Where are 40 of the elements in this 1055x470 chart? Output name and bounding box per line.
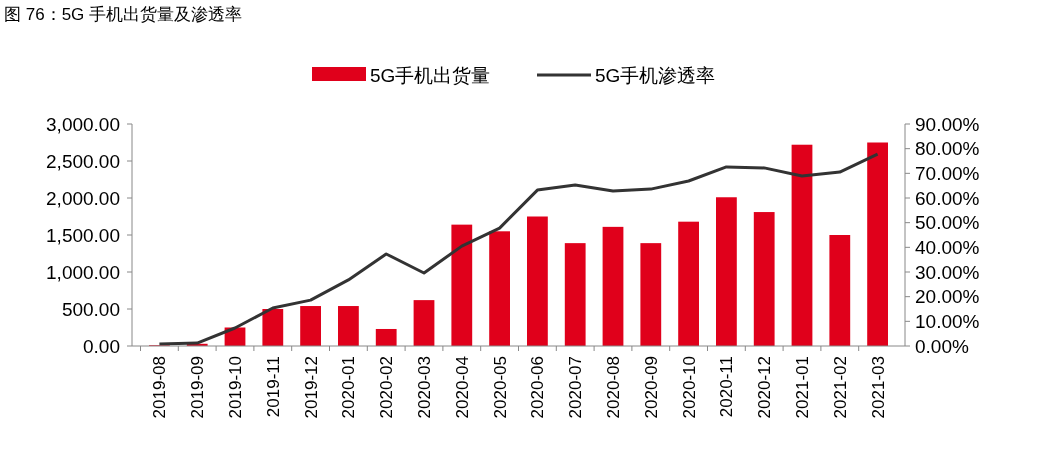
- y-tick-label: 2,000.00: [46, 187, 120, 209]
- y2-tick-label: 0.00%: [915, 335, 969, 357]
- x-tick-label: 2020-03: [414, 356, 434, 419]
- y2-tick-label: 60.00%: [915, 187, 980, 209]
- x-tick-label: 2021-02: [830, 356, 850, 419]
- y-tick-label: 2,500.00: [46, 150, 120, 172]
- y2-tick-label: 90.00%: [915, 113, 980, 135]
- y2-tick-label: 70.00%: [915, 162, 980, 184]
- y2-tick-label: 20.00%: [915, 286, 980, 308]
- x-tick-label: 2020-12: [755, 356, 775, 419]
- x-tick-label: 2021-03: [868, 356, 888, 419]
- x-tick-label: 2020-09: [641, 356, 661, 419]
- x-tick-label: 2020-04: [452, 356, 472, 419]
- y-tick-label: 0.00: [83, 335, 120, 357]
- legend-label: 5G手机渗透率: [595, 64, 716, 86]
- y2-tick-label: 30.00%: [915, 261, 980, 283]
- x-tick-label: 2020-06: [528, 356, 548, 419]
- x-tick-label: 2020-08: [603, 356, 623, 419]
- x-tick-label: 2021-01: [792, 356, 812, 419]
- y2-tick-label: 40.00%: [915, 236, 980, 258]
- chart-title: 图 76：5G 手机出货量及渗透率: [4, 5, 243, 24]
- x-tick-label: 2019-10: [225, 356, 245, 419]
- y2-tick-label: 10.00%: [915, 310, 980, 332]
- legend-label: 5G手机出货量: [370, 64, 491, 86]
- x-tick-label: 2019-12: [301, 356, 321, 419]
- x-tick-label: 2020-05: [490, 356, 510, 419]
- x-tick-label: 2020-07: [566, 356, 586, 419]
- x-tick-label: 2020-02: [377, 356, 397, 419]
- x-tick-label: 2019-09: [188, 356, 208, 419]
- y-tick-label: 3,000.00: [46, 113, 120, 135]
- y2-tick-label: 80.00%: [915, 138, 980, 160]
- y-tick-label: 1,000.00: [46, 261, 120, 283]
- y-tick-label: 500.00: [61, 298, 120, 320]
- x-tick-label: 2019-08: [150, 356, 170, 419]
- y2-tick-label: 50.00%: [915, 212, 980, 234]
- x-tick-label: 2020-01: [339, 356, 359, 419]
- x-tick-label: 2019-11: [263, 356, 283, 418]
- x-tick-label: 2020-10: [679, 356, 699, 419]
- y-tick-label: 1,500.00: [46, 224, 120, 246]
- x-tick-label: 2020-11: [717, 356, 737, 418]
